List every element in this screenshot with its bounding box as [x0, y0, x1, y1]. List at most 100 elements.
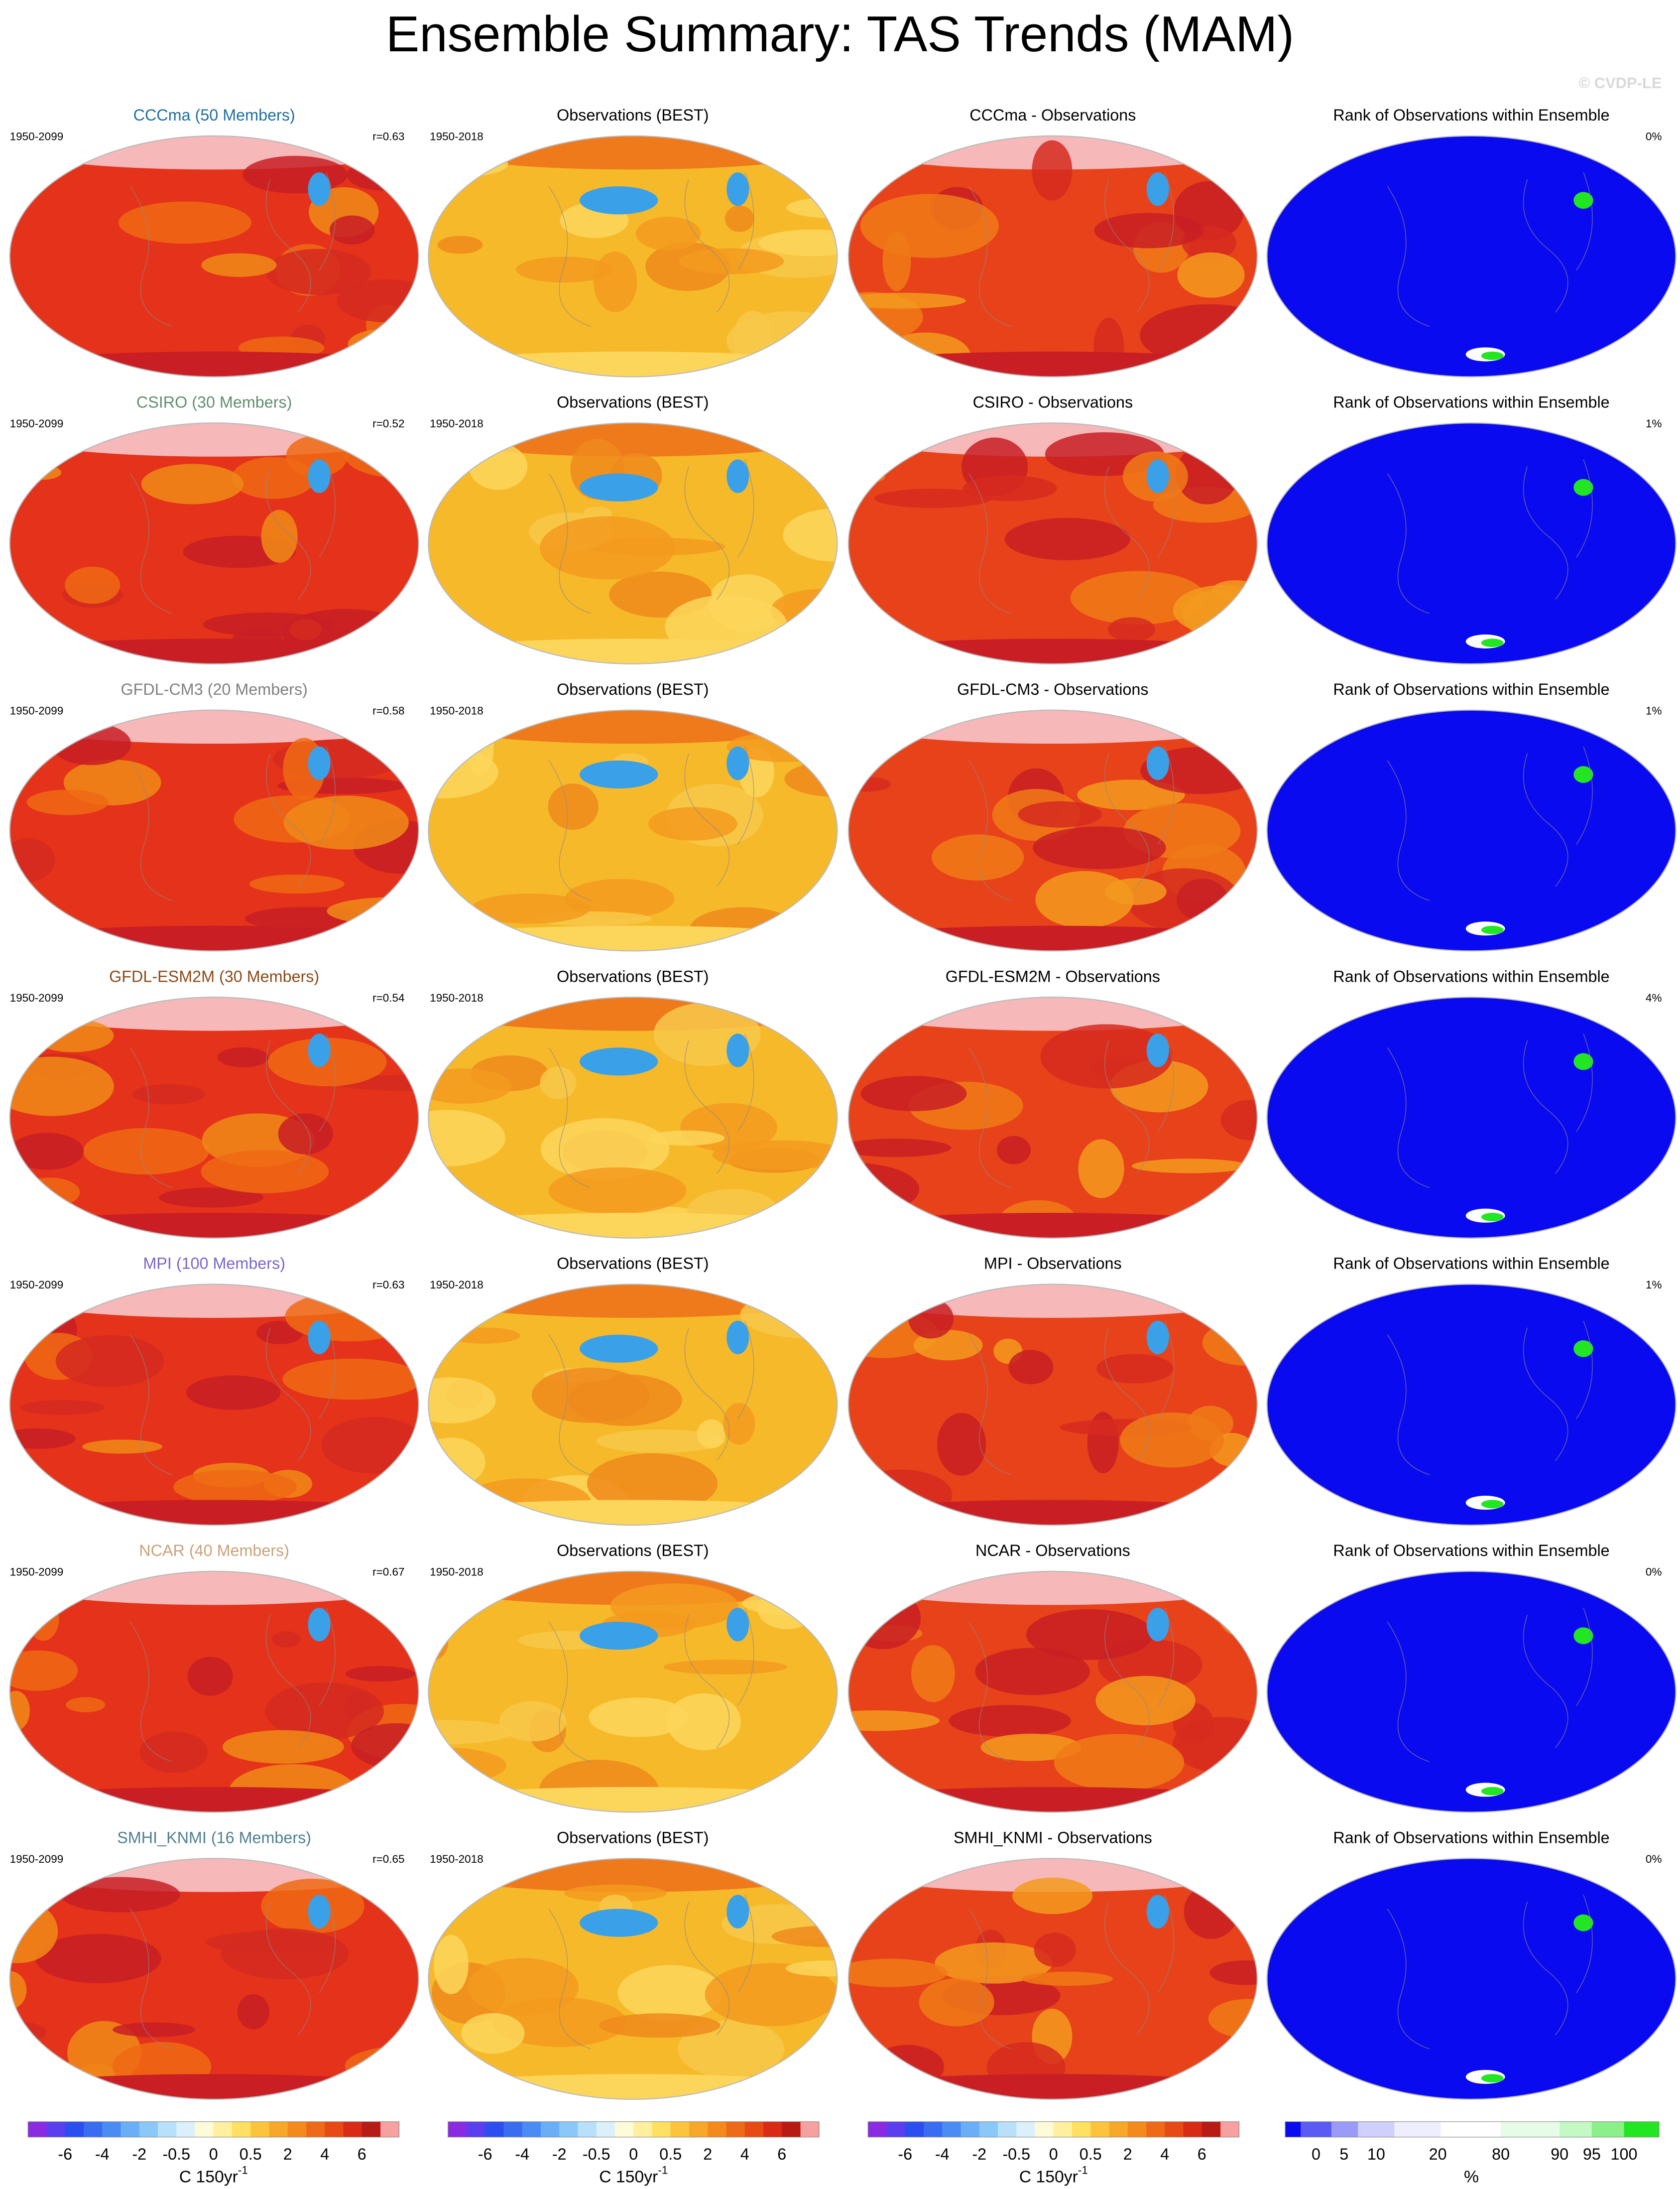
map-region	[26, 789, 109, 815]
map-region	[1573, 1914, 1593, 1931]
map-region	[1021, 1971, 1113, 1986]
colorbar-box	[578, 2121, 597, 2137]
map-region	[848, 710, 1257, 744]
map-region	[308, 1607, 331, 1642]
colorbar-box	[998, 2121, 1017, 2137]
colorbar-tick-label: 2	[703, 2145, 712, 2163]
colorbar-unit: C 150yr-1	[179, 2164, 248, 2186]
colorbar-box	[448, 2121, 467, 2137]
colorbar-box	[1053, 2121, 1073, 2137]
map-region	[1573, 1053, 1593, 1070]
diff-title: NCAR - Observations	[975, 1542, 1130, 1559]
rank-title: Rank of Observations within Ensemble	[1333, 106, 1609, 124]
colorbar-box	[522, 2121, 541, 2137]
map-border	[847, 1858, 1258, 2100]
period-label: 1950-2099	[10, 704, 64, 717]
map-border	[428, 1284, 838, 1526]
colorbar-tick-label: -4	[515, 2145, 529, 2163]
map	[1267, 1571, 1676, 1812]
map-border	[847, 996, 1258, 1239]
map-region	[1481, 639, 1504, 647]
coastline	[1387, 746, 1593, 901]
colorbar-box	[689, 2121, 709, 2137]
colorbar-frame	[867, 2121, 1239, 2138]
map-fill	[1267, 710, 1676, 951]
rank-percent: 1%	[1646, 1279, 1662, 1291]
obs-title: Observations (BEST)	[557, 1828, 709, 1846]
map-region	[975, 1648, 1090, 1695]
map-region	[237, 1994, 269, 2030]
colorbar-box	[195, 2121, 214, 2137]
map-region	[428, 1377, 496, 1423]
map-region	[589, 1697, 689, 1737]
map	[1267, 1284, 1676, 1526]
map-region	[187, 1657, 233, 1696]
map-region	[60, 1877, 180, 1913]
map-region	[1004, 517, 1131, 560]
period-label: 1950-2099	[10, 417, 64, 430]
colorbar-unit: C 150yr-1	[1019, 2164, 1088, 2186]
correlation: r=0.52	[372, 417, 404, 430]
map-region	[587, 1453, 718, 1514]
map-region	[848, 997, 1257, 1031]
map-region	[428, 135, 838, 170]
colorbar-box	[306, 2121, 326, 2137]
map	[848, 1571, 1257, 1812]
colorbar-box	[596, 2121, 615, 2137]
colorbar-tick-label: -2	[552, 2145, 567, 2163]
map-region	[345, 1666, 415, 1682]
period-label: 1950-2018	[430, 130, 483, 143]
map-region	[308, 1895, 331, 1929]
map	[428, 1571, 838, 1812]
colorbar-box	[250, 2121, 270, 2137]
map-region	[1146, 459, 1169, 493]
map-region	[785, 1960, 838, 1977]
map-region	[1034, 1932, 1076, 1967]
map-region	[712, 1140, 838, 1170]
colorbar-box	[83, 2121, 103, 2137]
map-region	[428, 1858, 838, 1892]
period-label: 1950-2018	[430, 992, 483, 1004]
map-border	[428, 422, 838, 665]
rank-percent: 1%	[1646, 704, 1662, 717]
colorbar-box	[1624, 2121, 1660, 2137]
map-region	[726, 1320, 749, 1355]
map-region	[548, 1167, 687, 1214]
map-fill	[1267, 423, 1676, 664]
map-region	[282, 1358, 419, 1400]
map-region	[461, 2013, 525, 2054]
obs-title: Observations (BEST)	[557, 1542, 709, 1559]
colorbar-box	[633, 2121, 653, 2137]
rank-title: Rank of Observations within Ensemble	[1333, 1255, 1609, 1273]
map-region	[996, 1136, 1031, 1164]
map-border	[9, 1284, 419, 1526]
rank-percent: 1%	[1646, 417, 1662, 430]
model-title: SMHI_KNMI (16 Members)	[117, 1828, 311, 1846]
correlation: r=0.54	[372, 992, 404, 1004]
correlation: r=0.63	[372, 1279, 404, 1291]
map-region	[931, 834, 1024, 881]
map-region	[1573, 1340, 1593, 1357]
map-fill	[1267, 1571, 1676, 1812]
colorbar-tick-label: 4	[740, 2145, 749, 2163]
map-region	[1012, 1877, 1093, 1915]
map-border	[847, 135, 1258, 378]
map-region	[726, 459, 749, 493]
map-region	[434, 1934, 469, 1994]
colorbar-tick-label: 2	[1123, 2145, 1132, 2163]
map-region	[1481, 1787, 1504, 1796]
map-region	[308, 1320, 331, 1355]
colorbar-box	[1331, 2121, 1359, 2137]
map-border	[428, 135, 838, 378]
map-region	[1096, 1354, 1174, 1384]
map-region	[55, 1335, 164, 1387]
map-region	[1573, 192, 1593, 209]
map-region	[532, 1367, 650, 1423]
map-region	[221, 1928, 349, 1979]
map-region	[428, 1284, 838, 1318]
map-region	[1481, 351, 1504, 360]
map-region	[580, 473, 658, 502]
map-region	[580, 760, 658, 789]
colorbar-tick-label: 0	[629, 2145, 638, 2163]
